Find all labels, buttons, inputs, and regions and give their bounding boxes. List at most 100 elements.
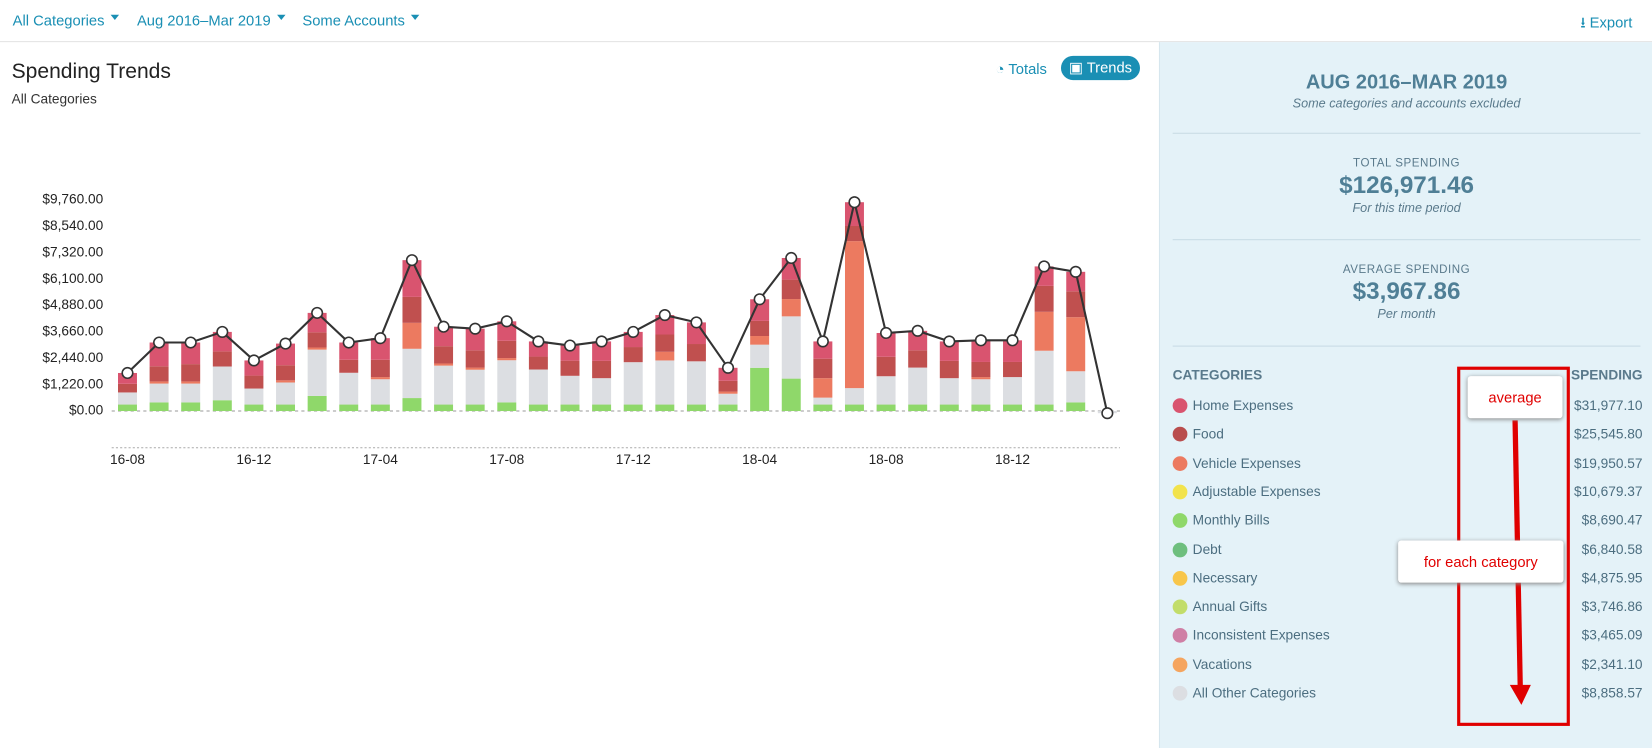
bar-segment — [244, 375, 264, 389]
bar-segment — [908, 404, 928, 412]
export-button[interactable]: ⭳ Export — [1580, 13, 1633, 31]
callout: for each category — [1398, 540, 1564, 583]
category-name: All Other Categories — [1192, 684, 1317, 701]
category-name: Necessary — [1192, 569, 1258, 586]
total-point — [974, 334, 987, 347]
category-row[interactable]: Inconsistent Expenses $3,465.09 — [1172, 626, 1643, 647]
total-point — [374, 332, 387, 345]
category-swatch — [1172, 513, 1188, 529]
category-swatch — [1172, 427, 1188, 442]
bar-segment — [971, 340, 991, 362]
bar-segment — [592, 378, 612, 405]
total-value: $126,971.46 — [1339, 170, 1474, 199]
category-name: Vacations — [1192, 656, 1252, 672]
x-tick-label: 17-04 — [363, 452, 398, 467]
period-note: Some categories and accounts excluded — [1292, 95, 1521, 111]
bar-segment — [876, 332, 896, 357]
bar-segment — [844, 225, 864, 242]
filter-dates[interactable]: Aug 2016–Mar 2019 — [137, 12, 285, 29]
category-name: Home Expenses — [1192, 397, 1294, 414]
bar-segment — [1034, 285, 1054, 312]
bar-segment — [1034, 266, 1054, 286]
bar-segment — [592, 360, 612, 379]
category-row[interactable]: Debt $6,840.58 — [1172, 540, 1643, 561]
category-amount: $6,840.58 — [1581, 541, 1643, 557]
category-row[interactable]: Vehicle Expenses $19,950.57 — [1172, 454, 1643, 475]
bar-segment — [876, 356, 896, 377]
bar-segment — [655, 360, 675, 405]
category-row[interactable]: Annual Gifts $3,746.86 — [1172, 597, 1643, 618]
bar-segment — [1066, 271, 1086, 292]
filter-categories[interactable]: All Categories — [13, 12, 120, 29]
spending-header: SPENDING — [1571, 366, 1643, 383]
total-line — [126, 201, 1109, 414]
total-point — [1101, 407, 1114, 420]
bar-segment — [497, 321, 517, 341]
chart-title: Spending Trends — [11, 60, 171, 84]
category-row[interactable]: Necessary $4,875.95 — [1172, 569, 1643, 590]
y-tick-label: $6,100.00 — [42, 271, 103, 286]
bar-segment — [1066, 402, 1086, 412]
total-point — [1038, 260, 1051, 273]
category-name: Adjustable Expenses — [1192, 483, 1321, 500]
totals-toggle[interactable]: ◔ Totals — [995, 60, 1047, 77]
category-row[interactable]: Adjustable Expenses $10,679.37 — [1172, 482, 1643, 503]
bar-segment — [497, 358, 517, 361]
total-point — [342, 336, 355, 349]
bar-segment — [276, 365, 296, 381]
y-tick-label: $2,440.00 — [42, 350, 103, 365]
bar-segment — [971, 377, 991, 380]
bar-segment — [402, 322, 422, 349]
y-tick-label: $9,760.00 — [42, 192, 103, 207]
trends-toggle[interactable]: ▣ Trends — [1060, 55, 1140, 81]
bar-segment — [781, 378, 801, 412]
bar-segment — [276, 343, 296, 366]
category-swatch — [1172, 685, 1188, 701]
bar-segment — [370, 379, 390, 405]
total-point — [658, 308, 671, 322]
total-point — [563, 339, 577, 352]
bar-segment — [370, 404, 390, 412]
bar-segment — [528, 356, 548, 370]
bar-segment — [813, 397, 833, 405]
category-row[interactable]: Food $25,545.80 — [1172, 425, 1643, 446]
bar-segment — [686, 361, 706, 405]
bar-segment — [971, 361, 991, 378]
total-point — [500, 315, 513, 328]
category-row[interactable]: Monthly Bills $8,690.47 — [1172, 511, 1643, 532]
bar-segment — [844, 241, 864, 389]
bar-segment — [908, 330, 928, 351]
category-row[interactable]: All Other Categories $8,858.57 — [1172, 684, 1643, 705]
bar-segment — [560, 345, 580, 361]
bar-segment — [1034, 311, 1054, 351]
bar-segment — [339, 372, 359, 405]
bar-segment — [623, 404, 643, 412]
category-row[interactable]: Vacations $2,341.10 — [1172, 655, 1643, 676]
category-name: Monthly Bills — [1192, 512, 1270, 529]
callout: average — [1467, 376, 1563, 419]
bar-segment — [750, 336, 770, 345]
filter-accounts[interactable]: Some Accounts — [302, 12, 419, 29]
category-swatch — [1172, 484, 1188, 500]
category-swatch — [1172, 570, 1188, 586]
category-row[interactable]: Home Expenses $31,977.10 — [1172, 396, 1643, 417]
category-name: Annual Gifts — [1192, 598, 1268, 615]
total-point — [880, 326, 893, 340]
total-point — [469, 322, 482, 335]
summary-panel: AUG 2016–MAR 2019 Some categories and ac… — [1158, 42, 1652, 748]
bar-segment — [750, 299, 770, 321]
bar-segment — [402, 398, 422, 412]
bar-segment — [528, 404, 548, 412]
x-tick-label: 18-04 — [742, 452, 777, 467]
total-point — [437, 320, 450, 333]
category-amount: $25,545.80 — [1573, 425, 1643, 442]
total-point — [532, 335, 545, 348]
average-sub: Per month — [1377, 306, 1436, 322]
bar-segment — [718, 404, 738, 412]
bar-segment — [370, 359, 390, 378]
y-tick-label: $0.00 — [69, 403, 104, 418]
bar-segment — [844, 404, 864, 412]
bar-segment — [876, 404, 896, 412]
toolbar: All Categories Aug 2016–Mar 2019 Some Ac… — [0, 0, 1652, 43]
